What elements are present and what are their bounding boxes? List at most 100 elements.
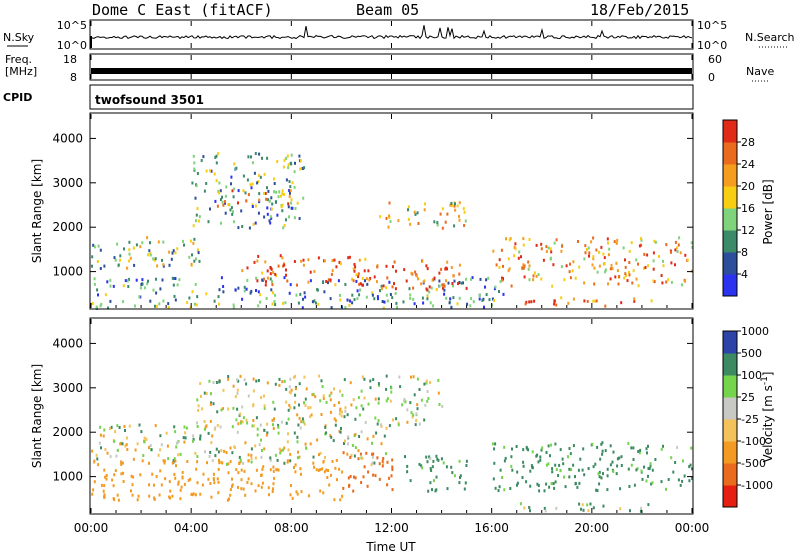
data-cell <box>159 434 162 438</box>
data-cell <box>119 442 122 446</box>
data-cell <box>269 456 272 460</box>
data-cell <box>616 269 619 273</box>
data-cell <box>545 482 548 486</box>
data-cell <box>263 404 266 408</box>
data-cell <box>266 431 269 435</box>
data-cell <box>418 388 421 391</box>
data-cell <box>250 453 253 457</box>
data-cell <box>438 279 441 283</box>
data-cell <box>226 498 229 502</box>
data-cell <box>425 264 428 268</box>
data-cell <box>391 285 394 289</box>
data-cell <box>413 302 416 306</box>
data-cell <box>232 303 235 307</box>
data-cell <box>674 461 677 464</box>
data-cell <box>149 253 152 257</box>
data-cell <box>369 386 372 390</box>
data-cell <box>604 270 607 274</box>
data-cell <box>629 509 631 513</box>
velocity-colorbar-label: Velocity [m s-1] <box>760 372 775 463</box>
data-cell <box>609 463 612 467</box>
data-cell <box>184 431 187 435</box>
data-cell <box>438 284 441 288</box>
axis-layer: 00:00 04:00 08:00 12:00 16:00 20:00 00:0010001… <box>52 21 709 535</box>
data-cell <box>374 474 377 478</box>
data-cell <box>335 265 338 269</box>
data-cell <box>376 265 379 269</box>
data-cell <box>381 464 384 468</box>
data-cell <box>218 461 221 465</box>
data-cell <box>438 403 441 406</box>
data-cell <box>138 295 141 299</box>
data-cell <box>593 266 596 270</box>
data-cell <box>272 469 275 473</box>
data-cell <box>235 166 238 170</box>
data-cell <box>379 289 381 293</box>
data-cell <box>260 396 263 400</box>
data-cell <box>251 161 254 165</box>
data-cell <box>259 423 262 427</box>
data-cell <box>299 467 302 471</box>
data-cell <box>123 247 125 251</box>
data-cell <box>322 394 325 398</box>
data-cell <box>458 459 461 463</box>
data-cell <box>434 489 437 493</box>
data-cell <box>479 277 482 281</box>
data-cell <box>191 253 193 257</box>
data-cell <box>637 284 640 288</box>
data-cell <box>349 381 352 385</box>
data-cell <box>580 507 582 511</box>
data-cell <box>626 279 629 283</box>
data-cell <box>609 444 612 448</box>
data-cell <box>247 394 250 398</box>
data-cell <box>224 201 226 205</box>
data-cell <box>259 293 262 297</box>
data-cell <box>529 509 531 513</box>
data-cell <box>311 300 314 304</box>
data-cell <box>347 256 350 260</box>
data-cell <box>501 276 503 280</box>
data-cell <box>247 193 250 197</box>
data-cell <box>153 483 155 487</box>
data-cell <box>376 280 378 284</box>
beam-title: Beam 05 <box>356 1 419 19</box>
colorbar-tick-label: 4 <box>741 268 748 281</box>
data-cell <box>528 278 531 282</box>
data-cell <box>463 224 466 227</box>
data-cell <box>319 468 322 472</box>
data-cell <box>508 238 511 242</box>
data-cell <box>607 253 610 257</box>
data-cell <box>438 271 441 275</box>
data-cell <box>423 418 426 422</box>
data-cell <box>319 451 322 455</box>
data-cell <box>572 463 575 467</box>
data-cell <box>258 198 261 202</box>
data-cell <box>414 270 417 274</box>
data-cell <box>293 185 296 189</box>
data-cell <box>591 263 594 267</box>
data-cell <box>124 444 127 448</box>
data-cell <box>366 282 369 286</box>
data-cell <box>417 277 420 281</box>
freq-label-line2: [MHz] <box>5 65 37 78</box>
data-cell <box>124 279 127 283</box>
data-cell <box>681 479 684 483</box>
data-cell <box>426 297 429 301</box>
data-cell <box>355 406 358 410</box>
data-cell <box>410 411 413 415</box>
data-cell <box>632 269 635 273</box>
data-cell <box>472 300 475 304</box>
data-cell <box>416 377 419 381</box>
data-cell <box>157 240 160 244</box>
data-cell <box>584 251 587 255</box>
data-cell <box>252 222 255 226</box>
data-cell <box>371 293 374 297</box>
data-cell <box>205 169 208 173</box>
data-cell <box>233 162 236 166</box>
data-cell <box>632 446 635 450</box>
data-cell <box>191 181 194 185</box>
data-cell <box>583 281 586 285</box>
data-cell <box>255 289 257 292</box>
y-tick-label: 1000 <box>52 265 83 279</box>
data-cell <box>214 199 217 203</box>
